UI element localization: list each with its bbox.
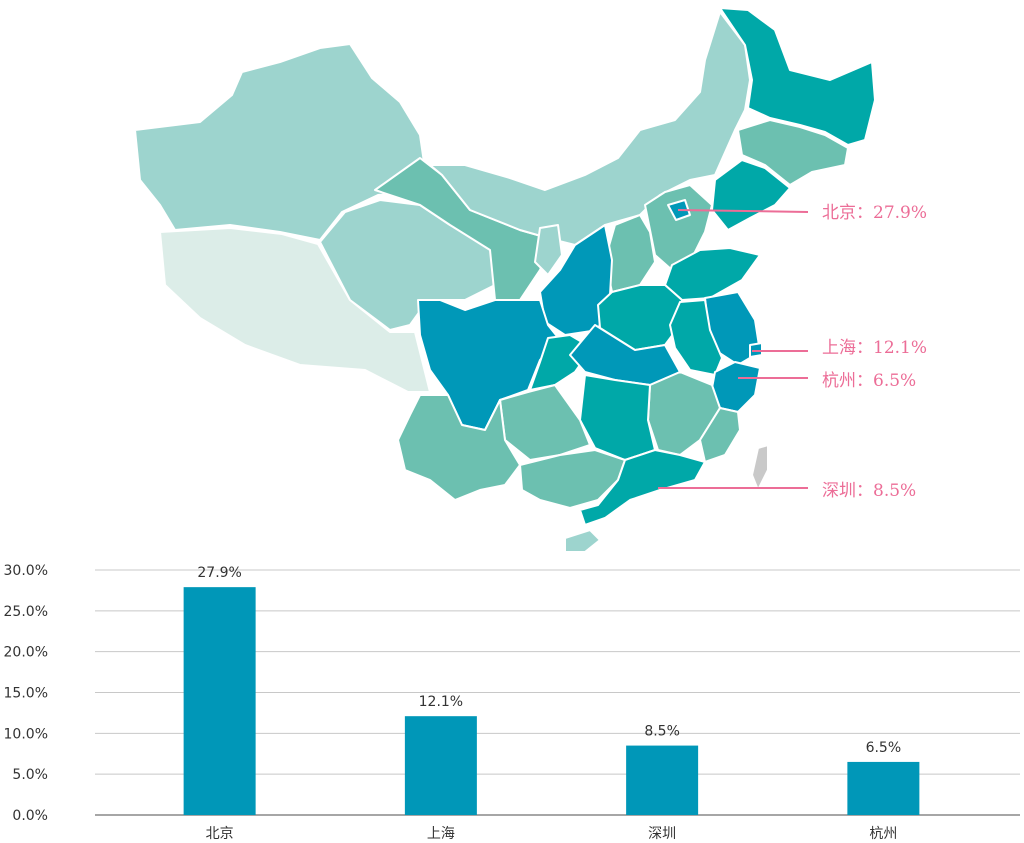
region-yunnan bbox=[397, 394, 521, 501]
region-ningxia bbox=[534, 224, 563, 276]
bar bbox=[183, 587, 256, 815]
bar-data-label: 6.5% bbox=[866, 740, 902, 756]
x-tick-label: 深圳 bbox=[648, 826, 676, 842]
y-tick-label: 20.0% bbox=[4, 645, 48, 661]
region-liaoning bbox=[711, 159, 791, 231]
region-hainan bbox=[564, 529, 601, 553]
region-guangxi bbox=[519, 449, 626, 509]
bar-data-label: 27.9% bbox=[197, 565, 241, 581]
bar bbox=[626, 745, 699, 815]
callout-label: 杭州：6.5% bbox=[822, 371, 916, 391]
y-tick-label: 30.0% bbox=[4, 563, 48, 579]
bar bbox=[404, 716, 477, 815]
chart-bars bbox=[183, 587, 920, 815]
bar-data-label: 12.1% bbox=[419, 694, 463, 710]
region-heilongjiang bbox=[719, 7, 876, 146]
y-tick-label: 5.0% bbox=[12, 767, 48, 783]
map-callouts: 北京：27.9% 上海：12.1% 杭州：6.5% 深圳：8.5% bbox=[658, 203, 927, 501]
x-axis-categories: 北京 上海 深圳 杭州 bbox=[206, 826, 898, 842]
y-tick-label: 25.0% bbox=[4, 604, 48, 620]
map-regions bbox=[134, 7, 876, 553]
region-tibet bbox=[159, 227, 431, 393]
region-taiwan bbox=[751, 444, 769, 491]
x-tick-label: 上海 bbox=[427, 826, 455, 842]
region-jilin bbox=[737, 119, 849, 186]
bar bbox=[847, 761, 920, 815]
y-tick-label: 15.0% bbox=[4, 686, 48, 702]
callout-line bbox=[677, 209, 809, 213]
region-guangdong bbox=[579, 449, 706, 526]
x-tick-label: 杭州 bbox=[869, 826, 897, 842]
region-guizhou bbox=[499, 384, 591, 461]
callout-label: 深圳：8.5% bbox=[822, 481, 916, 501]
y-tick-label: 0.0% bbox=[12, 808, 48, 824]
y-axis-ticks: 30.0% 25.0% 20.0% 15.0% 10.0% 5.0% 0.0% bbox=[4, 563, 48, 824]
callout-label: 北京：27.9% bbox=[822, 203, 927, 223]
china-map: 北京：27.9% 上海：12.1% 杭州：6.5% 深圳：8.5% bbox=[134, 7, 927, 553]
bar-data-label: 8.5% bbox=[644, 724, 680, 740]
x-tick-label: 北京 bbox=[206, 826, 234, 842]
y-tick-label: 10.0% bbox=[4, 726, 48, 742]
callout-label: 上海：12.1% bbox=[822, 338, 927, 358]
data-labels: 27.9% 12.1% 8.5% 6.5% bbox=[197, 565, 901, 756]
region-shaanxi bbox=[539, 224, 613, 336]
